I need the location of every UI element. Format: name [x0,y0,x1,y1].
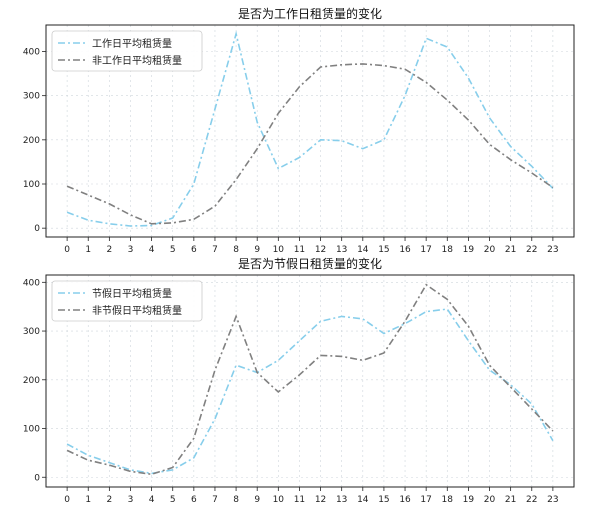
x-tick-label: 2 [106,245,112,255]
x-tick-label: 9 [254,245,260,255]
y-tick-label: 100 [23,425,40,435]
x-tick-label: 23 [547,495,558,505]
x-tick-label: 1 [85,245,91,255]
legend-label: 非工作日平均租赁量 [92,54,182,67]
plot-area [45,274,575,488]
y-tick-label: 0 [34,224,40,234]
x-tick-label: 4 [149,245,155,255]
x-tick-label: 4 [149,495,155,505]
chart-title: 是否为节假日租赁量的变化 [238,256,382,271]
x-tick-label: 16 [399,495,411,505]
x-tick-label: 1 [85,495,91,505]
x-tick-label: 8 [233,495,239,505]
x-tick-label: 17 [420,495,431,505]
x-tick-label: 7 [212,495,218,505]
x-tick-label: 3 [128,245,134,255]
x-tick-label: 22 [526,245,537,255]
x-tick-label: 8 [233,245,239,255]
legend-box [51,30,203,72]
legend-label: 工作日平均租赁量 [92,37,172,50]
x-tick-label: 14 [357,245,369,255]
y-tick-label: 200 [23,136,40,146]
x-tick-label: 18 [442,245,454,255]
x-tick-label: 13 [336,245,347,255]
x-tick-label: 7 [212,245,218,255]
x-tick-label: 20 [484,245,496,255]
series-line-2 [66,63,554,225]
x-tick-label: 12 [315,245,326,255]
y-tick-label: 400 [23,278,40,288]
x-tick-label: 18 [442,495,454,505]
x-tick-label: 3 [128,495,134,505]
x-tick-label: 15 [378,495,389,505]
x-tick-label: 0 [64,495,70,505]
x-tick-label: 6 [191,495,197,505]
x-tick-label: 19 [463,245,475,255]
x-tick-label: 21 [505,495,516,505]
x-tick-label: 6 [191,245,197,255]
x-tick-label: 10 [273,245,285,255]
x-tick-label: 5 [170,245,176,255]
legend-label: 非节假日平均租赁量 [92,304,182,317]
y-tick-label: 200 [23,376,40,386]
x-tick-label: 21 [505,245,516,255]
x-tick-label: 20 [484,495,496,505]
chart-title: 是否为工作日租赁量的变化 [238,6,382,21]
legend-label: 节假日平均租赁量 [92,287,172,300]
x-tick-label: 19 [463,495,475,505]
x-tick-label: 12 [315,495,326,505]
x-tick-label: 9 [254,495,260,505]
x-tick-label: 14 [357,495,369,505]
x-tick-label: 5 [170,495,176,505]
x-tick-label: 10 [273,495,285,505]
legend-box [51,280,203,322]
x-tick-label: 15 [378,245,389,255]
y-tick-label: 400 [23,48,40,58]
x-tick-label: 0 [64,245,70,255]
plot-area [45,24,575,238]
x-tick-label: 2 [106,495,112,505]
y-tick-label: 0 [34,473,40,483]
x-tick-label: 22 [526,495,537,505]
x-tick-label: 11 [294,495,305,505]
x-tick-label: 23 [547,245,558,255]
x-tick-label: 11 [294,245,305,255]
series-line-1 [66,30,554,227]
x-tick-label: 16 [399,245,411,255]
y-tick-label: 300 [23,327,40,337]
y-tick-label: 300 [23,92,40,102]
y-tick-label: 100 [23,180,40,190]
series-line-1 [66,308,554,475]
series-line-2 [66,283,554,476]
x-tick-label: 13 [336,495,347,505]
x-tick-label: 17 [420,245,431,255]
